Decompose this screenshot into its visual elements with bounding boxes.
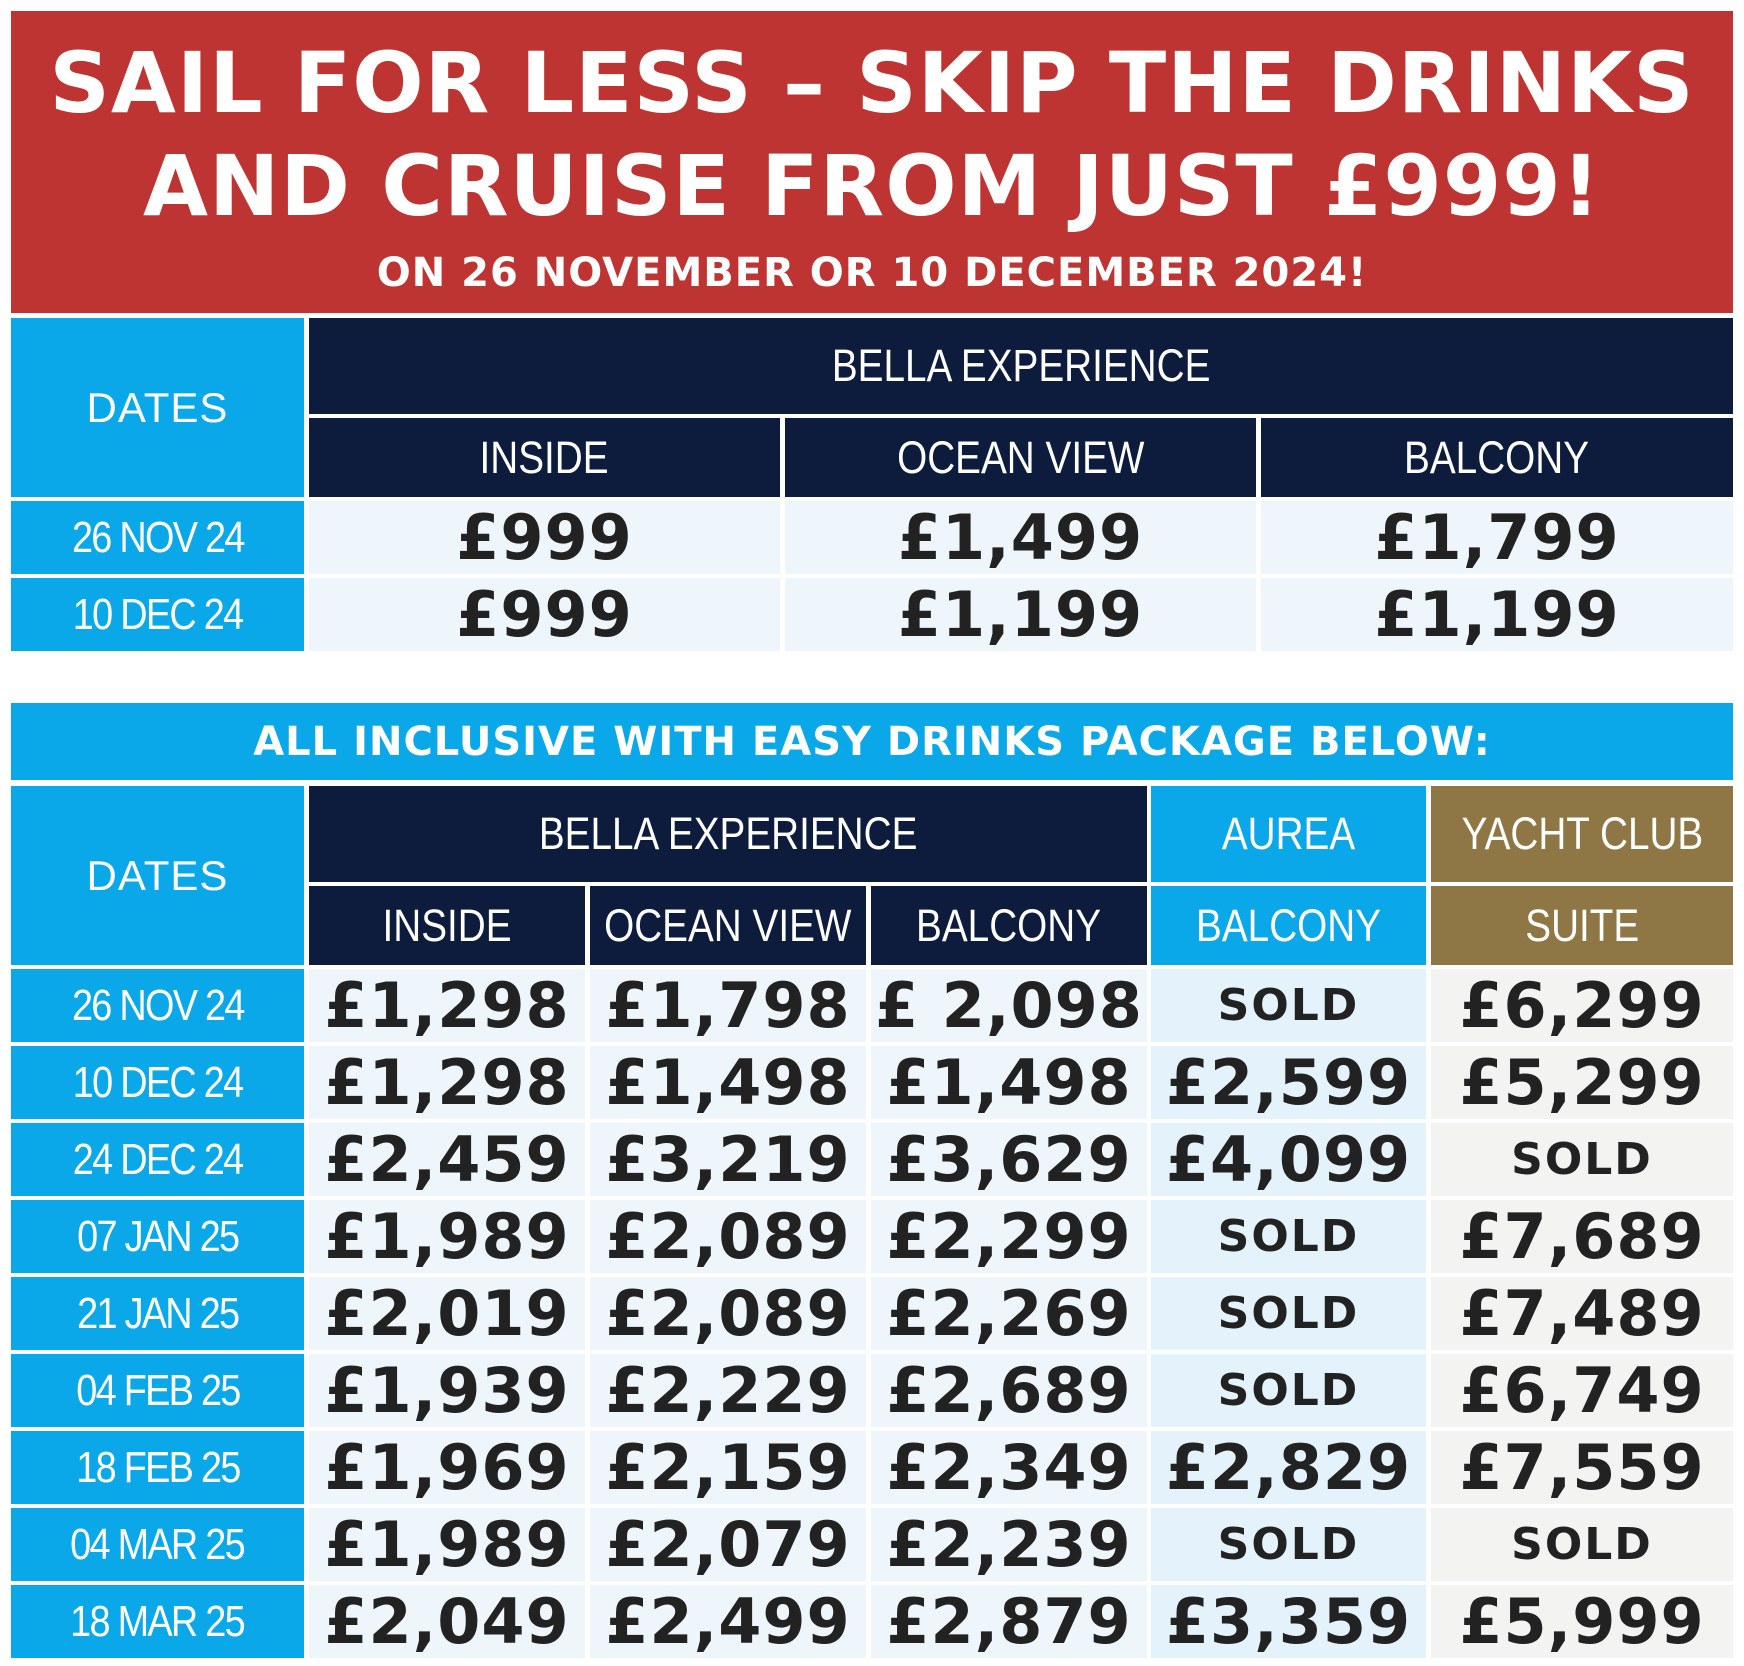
price-cell: £1,498 <box>590 1046 866 1119</box>
price-cell: £2,089 <box>590 1200 866 1273</box>
column-header-inside: INSIDE <box>309 418 780 497</box>
price-cell: £2,239 <box>871 1508 1147 1581</box>
price-cell: £1,989 <box>309 1508 585 1581</box>
table-row-date: 24 DEC 24 <box>11 1123 304 1196</box>
column-header-ocean-view: OCEAN VIEW <box>590 886 866 965</box>
group-header-bella-experience: BELLA EXPERIENCE <box>309 318 1733 414</box>
price-cell: £2,829 <box>1151 1431 1426 1504</box>
column-header-balcony: BALCONY <box>1261 418 1733 497</box>
price-cell: £2,299 <box>871 1200 1147 1273</box>
table-row-date: 26 NOV 24 <box>11 501 304 574</box>
sold-out-cell: SOLD <box>1151 1200 1426 1273</box>
price-cell: £2,349 <box>871 1431 1147 1504</box>
dates-header: DATES <box>11 318 304 497</box>
price-cell: £ 2,098 <box>871 969 1147 1042</box>
table-row-date: 07 JAN 25 <box>11 1200 304 1273</box>
promo-banner: SAIL FOR LESS – SKIP THE DRINKS AND CRUI… <box>11 11 1733 313</box>
column-header-inside: INSIDE <box>309 886 585 965</box>
price-cell: £1,499 <box>785 501 1256 574</box>
price-cell: £1,298 <box>309 969 585 1042</box>
price-cell: £3,629 <box>871 1123 1147 1196</box>
sold-out-cell: SOLD <box>1151 969 1426 1042</box>
price-cell: £1,498 <box>871 1046 1147 1119</box>
price-cell: £3,359 <box>1151 1585 1426 1658</box>
price-cell: £5,299 <box>1431 1046 1733 1119</box>
price-cell: £1,798 <box>590 969 866 1042</box>
price-cell: £1,939 <box>309 1354 585 1427</box>
price-cell: £2,159 <box>590 1431 866 1504</box>
price-cell: £2,229 <box>590 1354 866 1427</box>
price-cell: £6,299 <box>1431 969 1733 1042</box>
price-cell: £1,199 <box>1261 578 1733 651</box>
price-cell: £2,689 <box>871 1354 1147 1427</box>
price-cell: £1,969 <box>309 1431 585 1504</box>
group-header-yacht-club: YACHT CLUB <box>1431 786 1733 882</box>
all-inclusive-banner: ALL INCLUSIVE WITH EASY DRINKS PACKAGE B… <box>11 703 1733 780</box>
price-cell: £7,559 <box>1431 1431 1733 1504</box>
banner-headline-line-2: AND CRUISE FROM JUST £999! <box>142 137 1602 235</box>
group-header-aurea: AUREA <box>1151 786 1426 882</box>
price-cell: £2,079 <box>590 1508 866 1581</box>
price-cell: £1,799 <box>1261 501 1733 574</box>
table-row-date: 26 NOV 24 <box>11 969 304 1042</box>
table-row-date: 04 MAR 25 <box>11 1508 304 1581</box>
price-cell: £2,019 <box>309 1277 585 1350</box>
price-cell: £2,459 <box>309 1123 585 1196</box>
column-header-suite: SUITE <box>1431 886 1733 965</box>
price-cell: £4,099 <box>1151 1123 1426 1196</box>
sold-out-cell: SOLD <box>1151 1277 1426 1350</box>
table-row-date: 18 FEB 25 <box>11 1431 304 1504</box>
price-cell: £2,599 <box>1151 1046 1426 1119</box>
dates-header: DATES <box>11 786 304 965</box>
price-cell: £2,879 <box>871 1585 1147 1658</box>
table-row-date: 10 DEC 24 <box>11 1046 304 1119</box>
price-cell: £999 <box>309 578 780 651</box>
table-row-date: 18 MAR 25 <box>11 1585 304 1658</box>
banner-subheadline: ON 26 NOVEMBER OR 10 DECEMBER 2024! <box>376 250 1368 296</box>
price-cell: £6,749 <box>1431 1354 1733 1427</box>
banner-headline-line-1: SAIL FOR LESS – SKIP THE DRINKS <box>49 34 1695 132</box>
price-cell: £5,999 <box>1431 1585 1733 1658</box>
price-cell: £999 <box>309 501 780 574</box>
table-row-date: 10 DEC 24 <box>11 578 304 651</box>
price-cell: £2,269 <box>871 1277 1147 1350</box>
table-row-date: 04 FEB 25 <box>11 1354 304 1427</box>
price-cell: £2,499 <box>590 1585 866 1658</box>
sold-out-cell: SOLD <box>1431 1508 1733 1581</box>
price-cell: £7,489 <box>1431 1277 1733 1350</box>
price-cell: £2,049 <box>309 1585 585 1658</box>
price-cell: £3,219 <box>590 1123 866 1196</box>
price-cell: £2,089 <box>590 1277 866 1350</box>
price-cell: £1,199 <box>785 578 1256 651</box>
column-header-aurea-balcony: BALCONY <box>1151 886 1426 965</box>
group-header-bella-experience: BELLA EXPERIENCE <box>309 786 1147 882</box>
sold-out-cell: SOLD <box>1151 1354 1426 1427</box>
price-cell: £1,298 <box>309 1046 585 1119</box>
sold-out-cell: SOLD <box>1151 1508 1426 1581</box>
column-header-ocean-view: OCEAN VIEW <box>785 418 1256 497</box>
price-cell: £7,689 <box>1431 1200 1733 1273</box>
column-header-balcony: BALCONY <box>871 886 1147 965</box>
price-cell: £1,989 <box>309 1200 585 1273</box>
table-row-date: 21 JAN 25 <box>11 1277 304 1350</box>
sold-out-cell: SOLD <box>1431 1123 1733 1196</box>
